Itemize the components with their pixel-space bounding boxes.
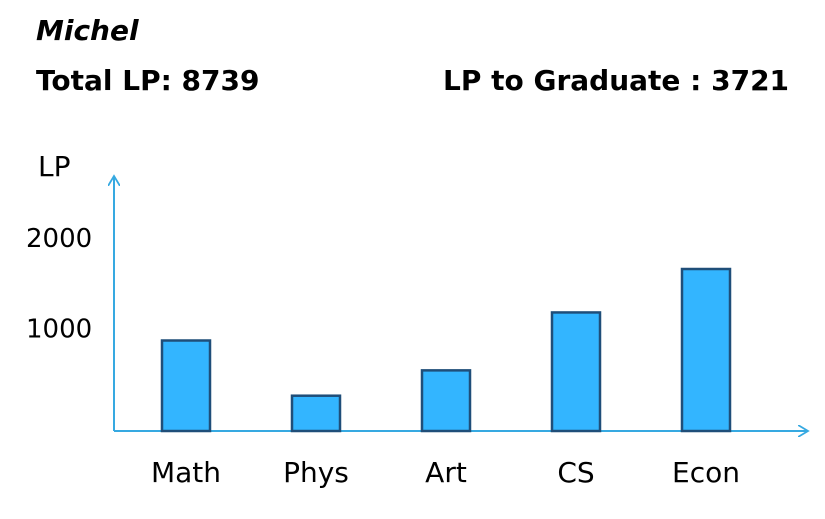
x-tick-label: Math	[151, 456, 221, 489]
y-tick-label: 1000	[26, 315, 92, 345]
total-lp: Total LP: 8739	[36, 64, 260, 97]
bar-econ	[680, 267, 732, 433]
x-tick-label: Phys	[283, 456, 349, 489]
bar-math	[160, 339, 212, 433]
lp-to-graduate: LP to Graduate : 3721	[443, 64, 790, 97]
x-tick-label: CS	[557, 456, 594, 489]
bar-cs	[550, 311, 602, 433]
y-tick-label: 2000	[26, 224, 92, 254]
bar-art	[420, 369, 472, 433]
y-axis-label: LP	[38, 150, 70, 183]
x-tick-label: Art	[425, 456, 467, 489]
student-name: Michel	[36, 14, 139, 47]
bar-phys	[290, 394, 342, 433]
x-tick-label: Econ	[672, 456, 740, 489]
